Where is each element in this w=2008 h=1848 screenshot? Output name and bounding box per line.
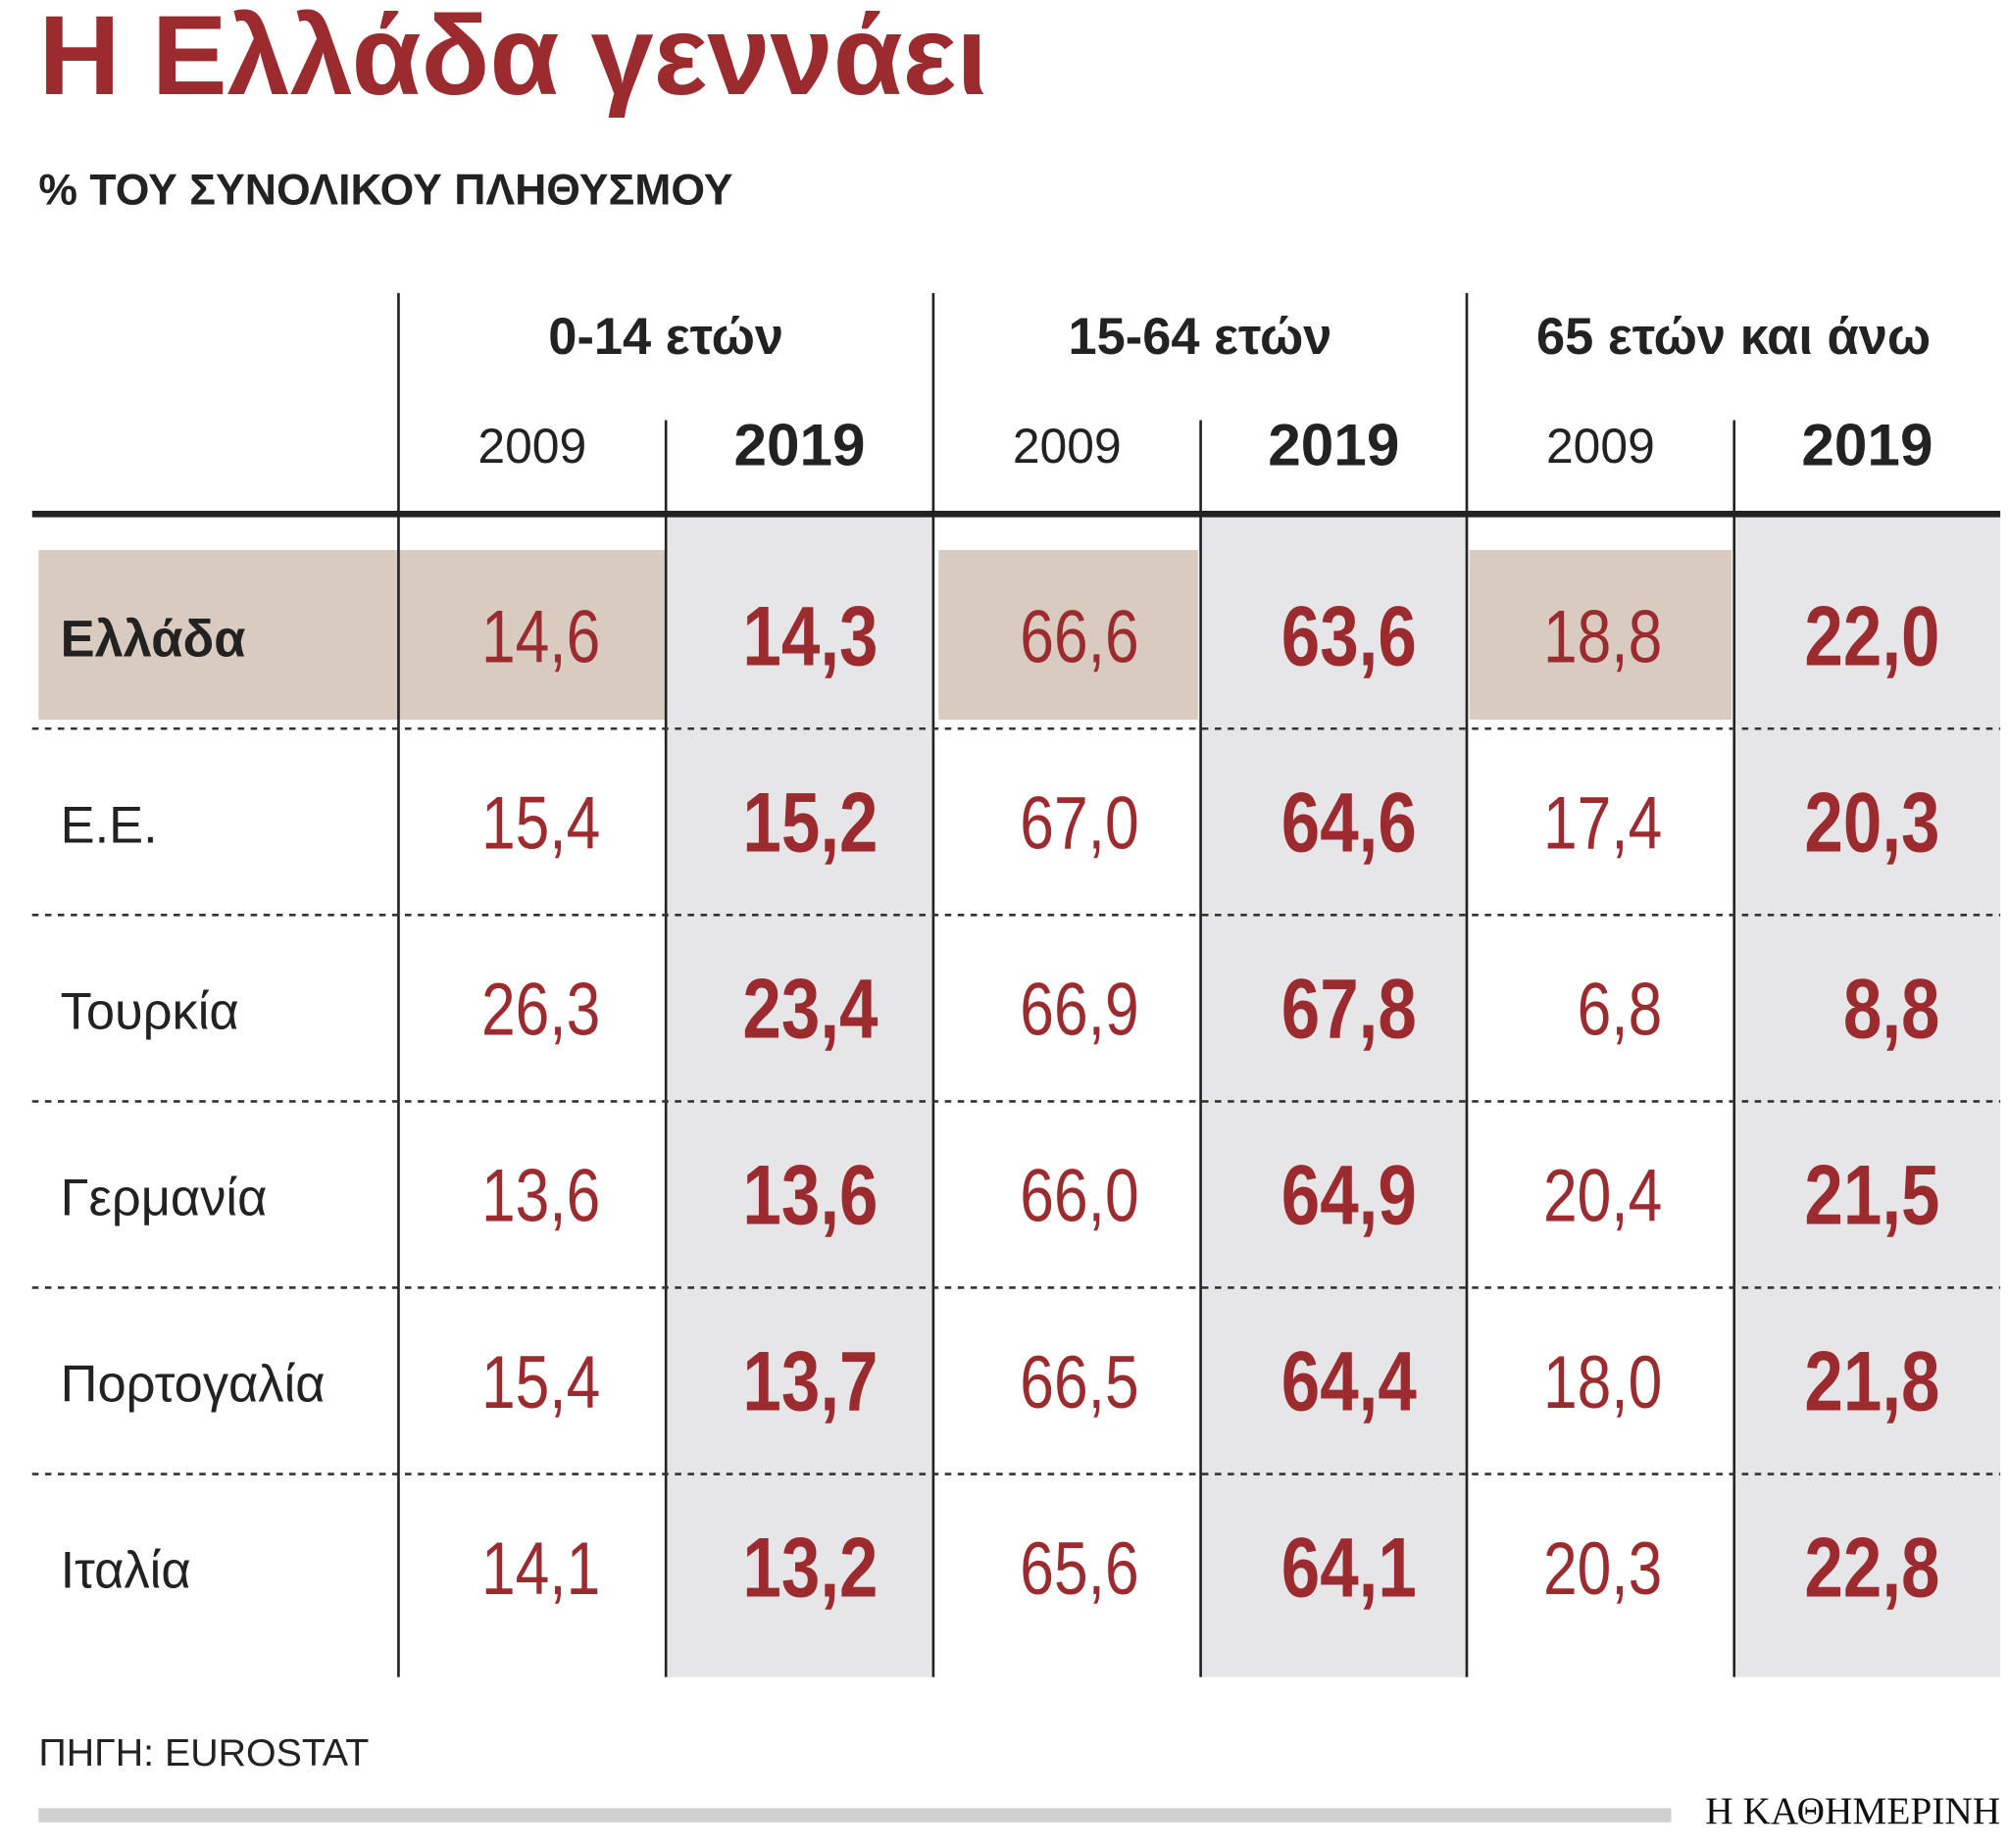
cell-value: 14,1 — [481, 1526, 600, 1610]
cell-value: 13,6 — [481, 1154, 600, 1237]
column-shade — [666, 514, 933, 1677]
row-label: Τουρκία — [61, 983, 239, 1040]
cell-value: 66,0 — [1020, 1154, 1138, 1237]
title: Η Ελλάδα γεννάει — [38, 0, 987, 119]
cell-value: 67,0 — [1020, 781, 1138, 865]
cell-value: 20,3 — [1543, 1526, 1662, 1610]
year-header: 2019 — [1801, 412, 1933, 478]
cell-value: 64,1 — [1281, 1520, 1417, 1615]
cell-value: 13,2 — [742, 1520, 878, 1615]
cell-value: 15,4 — [481, 781, 600, 865]
cell-value: 13,6 — [742, 1147, 878, 1242]
cell-value: 18,0 — [1543, 1340, 1662, 1423]
cell-value: 21,8 — [1804, 1333, 1939, 1428]
cell-value: 15,4 — [481, 1340, 600, 1423]
year-header: 2009 — [1546, 419, 1655, 474]
cell-value: 64,6 — [1281, 774, 1417, 870]
logo: Η ΚΑΘΗΜΕΡΙΝΗ — [1705, 1789, 2000, 1832]
cell-value: 26,3 — [481, 968, 600, 1051]
row-label: Γερμανία — [61, 1170, 268, 1226]
cell-value: 23,4 — [742, 961, 878, 1056]
year-header: 2009 — [1013, 419, 1122, 474]
group-header: 65 ετών και άνω — [1536, 309, 1931, 366]
cell-value: 66,5 — [1020, 1340, 1138, 1423]
cell-value: 8,8 — [1843, 961, 1940, 1056]
row-label: Ελλάδα — [61, 611, 246, 668]
cell-value: 64,4 — [1281, 1333, 1417, 1428]
cell-value: 18,8 — [1543, 595, 1662, 678]
row-label: Πορτογαλία — [61, 1357, 326, 1414]
year-header: 2019 — [1268, 412, 1399, 478]
year-header: 2009 — [477, 419, 586, 474]
cell-value: 6,8 — [1578, 968, 1663, 1051]
column-shade — [1733, 514, 2001, 1677]
cell-value: 20,4 — [1543, 1154, 1662, 1237]
row-label: Ιταλία — [61, 1543, 191, 1600]
group-header: 0-14 ετών — [548, 309, 783, 366]
cell-value: 20,3 — [1804, 774, 1939, 870]
year-header: 2019 — [733, 412, 865, 478]
cell-value: 22,8 — [1804, 1520, 1939, 1615]
row-highlight — [938, 550, 1198, 721]
cell-value: 14,3 — [742, 588, 878, 683]
cell-value: 21,5 — [1804, 1147, 1939, 1242]
cell-value: 14,6 — [481, 595, 600, 678]
row-highlight — [1469, 550, 1732, 721]
row-highlight — [38, 550, 667, 721]
cell-value: 66,9 — [1020, 968, 1138, 1051]
row-label: Ε.Ε. — [61, 797, 158, 854]
cell-value: 13,7 — [742, 1333, 878, 1428]
cell-value: 67,8 — [1281, 961, 1417, 1056]
cell-value: 64,9 — [1281, 1147, 1417, 1242]
cell-value: 22,0 — [1804, 588, 1939, 683]
group-header: 15-64 ετών — [1068, 309, 1331, 366]
subtitle: % ΤΟΥ ΣΥΝΟΛΙΚΟΥ ΠΛΗΘΥΣΜΟΥ — [38, 166, 732, 214]
cell-value: 65,6 — [1020, 1526, 1138, 1610]
cell-value: 66,6 — [1020, 595, 1138, 678]
source: ΠΗΓΗ: EUROSTAT — [38, 1731, 369, 1774]
cell-value: 17,4 — [1543, 781, 1662, 865]
cell-value: 63,6 — [1281, 588, 1417, 683]
footer-bar — [38, 1808, 1672, 1823]
column-shade — [1200, 514, 1468, 1677]
cell-value: 15,2 — [742, 774, 878, 870]
